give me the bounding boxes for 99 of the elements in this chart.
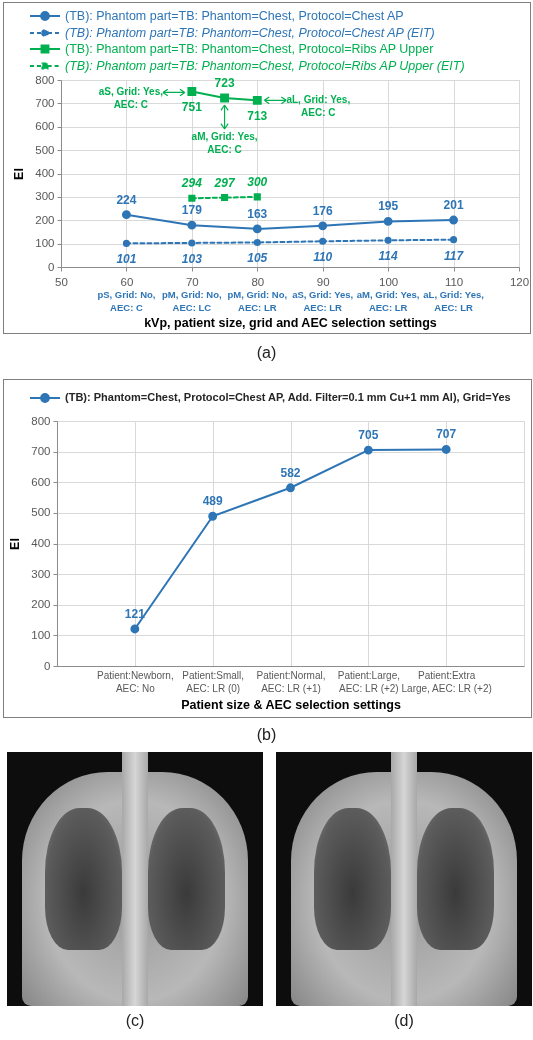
text: (d)	[393, 1012, 415, 1030]
x-tick-label: Patient:Normal, AEC: LR (+1)	[256, 669, 326, 694]
point	[449, 215, 459, 225]
point	[130, 624, 140, 634]
data-label: 705	[358, 428, 379, 443]
data-label: 101	[116, 252, 137, 267]
x-tick-label: 90	[316, 275, 330, 288]
data-label: 294	[180, 176, 203, 191]
x-tick-label: Patient:Newborn, AEC: No	[96, 669, 174, 694]
point	[383, 216, 393, 226]
data-label: 300	[247, 174, 268, 189]
point	[187, 87, 197, 96]
x-tick-label: 80	[251, 275, 265, 288]
data-label: 195	[378, 199, 399, 214]
text: pM, Grid: No, AEC: LR	[227, 289, 288, 313]
y-tick-label: 400	[31, 537, 51, 549]
point	[253, 238, 261, 246]
x-tick-label: 120	[509, 275, 530, 288]
legend-label: (TB): Phantom part=TB: Phantom=Chest, Protocol=Chest AP (EIT)	[65, 26, 435, 40]
data-label: 582	[280, 465, 301, 480]
y-tick-label: 400	[35, 167, 55, 179]
y-tick-label: 0	[48, 260, 55, 273]
annotation: aL, Grid: Yes, AEC: C	[286, 94, 351, 119]
point	[188, 239, 196, 247]
x-tick-label: 100	[379, 275, 399, 288]
y-tick-label: 700	[35, 96, 55, 109]
x-axis-title: Patient size & AEC selection settings	[181, 697, 401, 712]
text: pS, Grid: No, AEC: C	[97, 289, 156, 313]
text: (a)	[255, 344, 278, 362]
x-tick-label: 70	[185, 275, 199, 288]
y-tick-label: 200	[35, 213, 55, 226]
point	[221, 194, 229, 202]
text: aL, Grid: Yes, AEC: LR	[423, 289, 484, 313]
point	[286, 483, 295, 493]
data-label: 163	[247, 206, 268, 221]
data-label: 105	[247, 251, 268, 266]
point	[384, 236, 392, 244]
data-label: 176	[312, 203, 334, 218]
point	[318, 221, 328, 231]
point	[441, 445, 451, 454]
point	[252, 224, 262, 234]
point	[208, 511, 218, 521]
data-label: 297	[213, 175, 236, 190]
y-axis-title: EI	[12, 168, 27, 180]
y-tick-label: 300	[31, 567, 51, 580]
data-label: 114	[378, 249, 399, 264]
data-label: 224	[116, 192, 137, 207]
y-tick-label: 600	[31, 475, 51, 488]
y-tick-label: 0	[44, 659, 51, 672]
y-tick-label: 300	[35, 190, 55, 203]
point	[220, 93, 230, 103]
annotation: aS, Grid: Yes, AEC: C	[98, 86, 164, 111]
data-label: 110	[313, 250, 333, 265]
y-tick-label: 500	[31, 506, 51, 519]
x-tick-label: Patient:Small, AEC: LR (0)	[182, 669, 245, 694]
point	[253, 193, 261, 201]
y-tick-label: 200	[31, 598, 51, 611]
text: (c)	[124, 1012, 146, 1030]
y-tick-label: 500	[35, 143, 55, 156]
legend-label: (TB): Phantom part=TB: Phantom=Chest, Protocol=Ribs AP Upper (EIT)	[65, 59, 465, 73]
point	[363, 445, 373, 455]
point	[121, 210, 131, 220]
data-label: 121	[124, 606, 146, 621]
y-tick-label: 700	[31, 445, 51, 458]
data-label: 201	[443, 198, 464, 213]
x-axis-title: kVp, patient size, grid and AEC selection settings	[144, 316, 437, 330]
legend-label: (TB): Phantom part=TB: Phantom=Chest, Protocol=Ribs AP Upper	[65, 42, 434, 56]
y-tick-label: 800	[35, 73, 55, 86]
legend-label: (TB): Phantom part=TB: Phantom=Chest, Protocol=Chest AP	[65, 9, 404, 23]
point	[187, 220, 197, 230]
point	[450, 236, 458, 244]
y-tick-label: 600	[35, 120, 55, 133]
text: aM, Grid: Yes, AEC: LR	[356, 289, 420, 313]
data-label: 103	[181, 251, 203, 266]
y-tick-label: 800	[31, 414, 51, 427]
data-label: 723	[214, 76, 235, 90]
point	[319, 237, 327, 245]
point	[252, 95, 262, 105]
x-tick-label: Patient:Extra Large, AEC: LR (+2)	[401, 669, 492, 694]
annotation: aM, Grid: Yes, AEC: C	[191, 131, 258, 155]
point	[188, 194, 196, 202]
text: pM, Grid: No, AEC: LC	[162, 289, 222, 313]
data-label: 117	[444, 248, 465, 263]
data-label: 751	[181, 100, 203, 115]
x-tick-label: 110	[444, 275, 464, 288]
data-label: 707	[436, 427, 457, 442]
text: aS, Grid: Yes, AEC: LR	[292, 289, 354, 313]
data-label: 179	[181, 203, 203, 218]
legend-label: (TB): Phantom=Chest, Protocol=Chest AP, Add. Filter=0.1 mm Cu+1 mm Al), Grid=Yes	[65, 391, 511, 403]
x-tick-label: Patient:Large, AEC: LR (+2)	[337, 669, 400, 694]
text: (b)	[255, 726, 278, 744]
x-tick-label: 50	[55, 275, 68, 288]
y-tick-label: 100	[35, 237, 55, 250]
y-tick-label: 100	[31, 628, 51, 641]
y-axis-title: EI	[8, 538, 23, 550]
data-label: 713	[247, 109, 268, 124]
x-tick-label: 60	[120, 275, 134, 288]
data-label: 489	[202, 494, 223, 509]
point	[122, 239, 130, 247]
